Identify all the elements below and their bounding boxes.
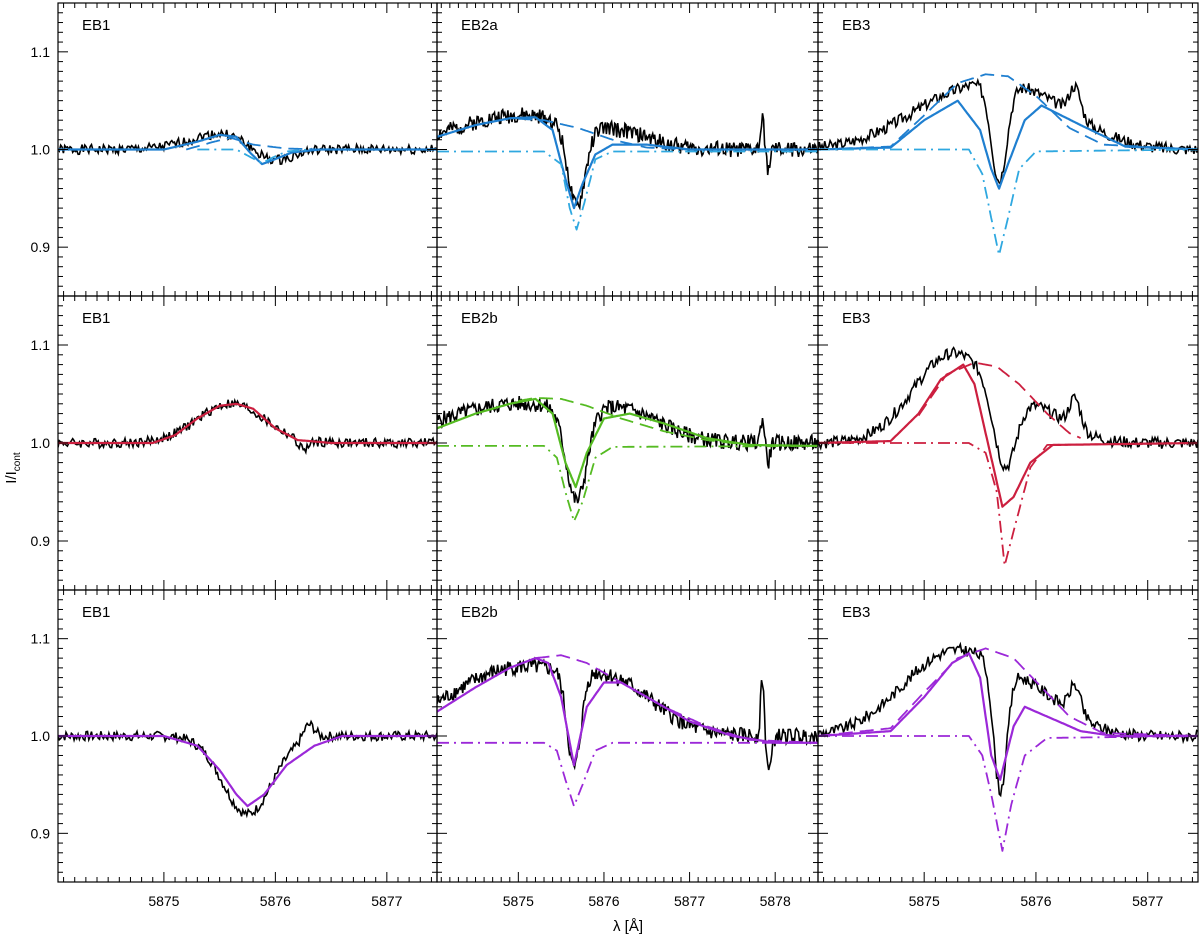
- y-tick-label: 1.0: [31, 435, 51, 451]
- observed-spectrum: [437, 396, 818, 504]
- fit-solid-line: [437, 656, 818, 767]
- y-tick-label: 1.0: [31, 728, 51, 744]
- panel-label: EB3: [842, 310, 870, 327]
- fit-dashed-line: [518, 396, 818, 447]
- fit-dashdot-line: [437, 150, 818, 231]
- panel-label: EB2b: [461, 310, 498, 327]
- panel-2-1: 5875 5876 5877 5878 EB2b: [436, 589, 819, 909]
- panel-label: EB3: [842, 17, 870, 34]
- panel-1-0: 0.9 1.0 1.1 EB1: [31, 295, 438, 591]
- fit-solid-line: [437, 397, 818, 489]
- fit-dashed-line: [917, 361, 1081, 439]
- panel-label: EB1: [82, 604, 110, 621]
- x-tick-label: 5875: [909, 893, 940, 909]
- panel-grid: 0.9 1.0 1.1 EB1 EB2a EB3 0.9 1.0 1.1 EB1 EB2b EB3 0.…: [31, 2, 1199, 909]
- panel-1-1: EB2b: [436, 295, 819, 591]
- panel-frame: [436, 295, 819, 591]
- observed-spectrum: [818, 77, 1198, 186]
- panel-0-2: EB3: [817, 2, 1199, 297]
- x-tick-label: 5877: [674, 893, 705, 909]
- y-tick-label: 1.1: [31, 337, 51, 353]
- y-tick-label: 0.9: [31, 825, 51, 841]
- x-tick-label: 5876: [1020, 893, 1051, 909]
- observed-spectrum: [818, 641, 1198, 798]
- fit-dashed-line: [818, 647, 1198, 737]
- fit-dashdot-line: [818, 735, 1198, 852]
- y-tick-label: 1.1: [31, 44, 51, 60]
- y-tick-label: 1.0: [31, 142, 51, 158]
- panel-2-0: 0.9 1.0 1.1 5875 5876 5877 EB1: [31, 589, 438, 909]
- fit-dashed-line: [535, 654, 818, 744]
- y-axis-title: I/Icont: [3, 452, 23, 484]
- observed-spectrum: [818, 346, 1198, 473]
- fit-solid-line: [818, 363, 1198, 508]
- y-tick-label: 0.9: [31, 533, 51, 549]
- fit-dashdot-line: [818, 442, 1198, 567]
- panel-1-2: EB3: [817, 295, 1199, 591]
- fit-dashed-line: [818, 73, 1198, 151]
- x-tick-label: 5878: [760, 893, 791, 909]
- fit-dashdot-line: [818, 148, 1198, 256]
- panel-label: EB1: [82, 310, 110, 327]
- y-tick-label: 1.1: [31, 631, 51, 647]
- panel-label: EB2b: [461, 604, 498, 621]
- x-tick-label: 5877: [371, 893, 402, 909]
- x-tick-label: 5876: [260, 893, 291, 909]
- fit-dashed-line: [185, 136, 320, 151]
- fit-solid-line: [58, 734, 437, 808]
- fit-solid-line: [818, 652, 1198, 781]
- panel-frame: [436, 589, 819, 883]
- y-tick-label: 0.9: [31, 239, 51, 255]
- fit-dashed-line: [437, 117, 818, 151]
- x-tick-label: 5875: [148, 893, 179, 909]
- fit-dashdot-line: [197, 148, 309, 165]
- observed-spectrum: [437, 107, 818, 211]
- x-tick-label: 5877: [1132, 893, 1163, 909]
- fit-dashdot-line: [437, 444, 818, 523]
- x-axis-title: λ [Å]: [613, 918, 643, 935]
- observed-spectrum: [58, 128, 437, 165]
- fit-dashdot-line: [437, 741, 818, 807]
- fit-solid-line: [58, 133, 437, 166]
- x-tick-label: 5875: [503, 893, 534, 909]
- panel-label: EB1: [82, 17, 110, 34]
- panel-0-0: 0.9 1.0 1.1 EB1: [31, 2, 438, 297]
- panel-label: EB2a: [461, 17, 498, 34]
- fit-solid-line: [58, 402, 437, 445]
- panel-label: EB3: [842, 604, 870, 621]
- panel-0-1: EB2a: [436, 2, 819, 297]
- panel-2-2: 5875 5876 5877 EB3: [817, 589, 1199, 909]
- x-tick-label: 5876: [588, 893, 619, 909]
